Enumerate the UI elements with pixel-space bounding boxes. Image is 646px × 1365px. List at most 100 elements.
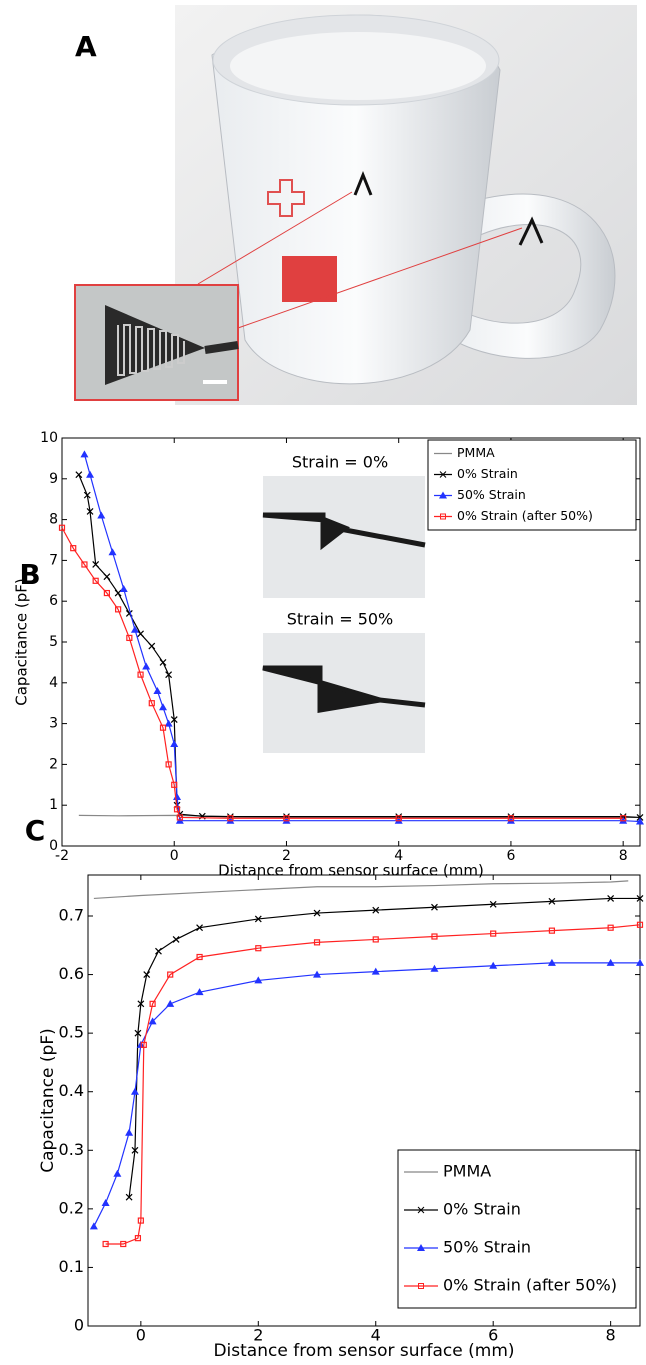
y-tick-label: 0.7 — [59, 906, 84, 925]
marker — [97, 511, 106, 519]
marker — [371, 967, 380, 975]
marker — [254, 915, 262, 923]
y-tick-label: 4 — [49, 675, 58, 691]
marker — [75, 471, 83, 479]
marker — [137, 1000, 145, 1008]
marker — [120, 1240, 127, 1248]
y-tick-label: 0.5 — [59, 1023, 84, 1042]
marker — [606, 958, 615, 966]
marker — [89, 1222, 98, 1230]
legend-marker — [417, 1206, 425, 1214]
annotation: Strain = 50% — [287, 610, 394, 629]
y-tick-label: 7 — [49, 552, 58, 568]
marker — [131, 1146, 139, 1154]
legend-label: 0% Strain — [443, 1200, 521, 1219]
marker — [196, 924, 203, 932]
marker — [165, 761, 172, 768]
series-line — [93, 880, 629, 900]
marker — [148, 642, 156, 650]
marker — [636, 895, 644, 902]
x-tick-label: 6 — [506, 848, 515, 864]
legend-marker — [418, 1283, 424, 1289]
marker — [114, 589, 122, 597]
marker — [83, 491, 91, 499]
marker — [115, 606, 122, 613]
legend-label: 0% Strain — [457, 466, 518, 481]
marker — [137, 671, 144, 678]
y-tick-label: 6 — [49, 593, 58, 609]
y-tick-label: 0.3 — [59, 1140, 84, 1159]
marker — [547, 958, 556, 966]
marker — [58, 524, 66, 531]
x-tick-label: 6 — [488, 1326, 498, 1345]
photo — [74, 5, 637, 405]
marker — [166, 999, 175, 1007]
marker — [108, 548, 117, 556]
marker — [92, 561, 100, 568]
marker — [395, 815, 402, 822]
marker — [101, 1199, 110, 1206]
marker — [159, 658, 167, 666]
legend-marker — [417, 1244, 425, 1251]
y-axis-label: Capacitance (pF) — [38, 1028, 58, 1172]
marker — [137, 630, 144, 638]
marker — [507, 815, 515, 822]
y-tick-label: 10 — [40, 430, 58, 446]
marker — [636, 921, 644, 928]
marker — [196, 953, 203, 961]
x-tick-label: 0 — [136, 1326, 146, 1345]
marker — [170, 716, 178, 723]
y-axis-label: Capacitance (pF) — [13, 578, 31, 705]
marker — [255, 945, 262, 952]
series-line — [61, 527, 624, 819]
inset-photo — [262, 476, 426, 753]
marker — [143, 971, 151, 978]
marker — [164, 719, 173, 727]
marker — [171, 781, 178, 788]
marker — [620, 815, 627, 822]
panel-label: B — [19, 558, 40, 591]
marker — [636, 958, 644, 966]
marker — [134, 1029, 142, 1037]
legend-label: 50% Strain — [443, 1238, 531, 1257]
marker — [119, 584, 128, 592]
x-tick-label: 2 — [253, 1326, 263, 1345]
marker — [431, 933, 438, 940]
marker — [636, 814, 644, 821]
marker — [372, 906, 380, 914]
marker — [431, 903, 438, 911]
legend-marker — [439, 491, 447, 499]
marker — [125, 1128, 134, 1136]
marker — [86, 508, 94, 515]
y-tick-label: 0.6 — [59, 964, 84, 983]
marker — [227, 815, 234, 822]
series-line — [128, 897, 640, 1198]
legend-box — [397, 1149, 637, 1309]
y-tick-label: 9 — [49, 471, 58, 487]
series-line — [105, 924, 641, 1245]
y-tick-label: 0 — [74, 1316, 84, 1335]
marker — [313, 970, 322, 978]
marker — [148, 700, 155, 707]
marker — [170, 740, 179, 747]
legend-label: 50% Strain — [457, 487, 526, 502]
marker — [172, 936, 180, 943]
legend-label: 0% Strain (after 50%) — [457, 508, 593, 523]
marker — [86, 470, 95, 478]
panel-label: A — [75, 30, 97, 63]
marker — [140, 1041, 147, 1048]
x-tick-label: -2 — [55, 848, 69, 864]
x-tick-label: 2 — [282, 848, 291, 864]
y-tick-label: 0.4 — [59, 1081, 84, 1100]
marker — [159, 703, 168, 711]
y-tick-label: 0 — [49, 838, 58, 854]
legend-label: PMMA — [457, 445, 495, 460]
marker — [313, 939, 321, 946]
legend-label: PMMA — [443, 1162, 491, 1181]
x-axis-label: Distance from sensor surface (mm) — [213, 1341, 514, 1361]
marker — [153, 686, 162, 694]
legend-marker — [440, 513, 446, 520]
marker — [173, 793, 182, 801]
legend-label: 0% Strain (after 50%) — [443, 1276, 617, 1295]
x-tick-label: 8 — [606, 1326, 616, 1345]
